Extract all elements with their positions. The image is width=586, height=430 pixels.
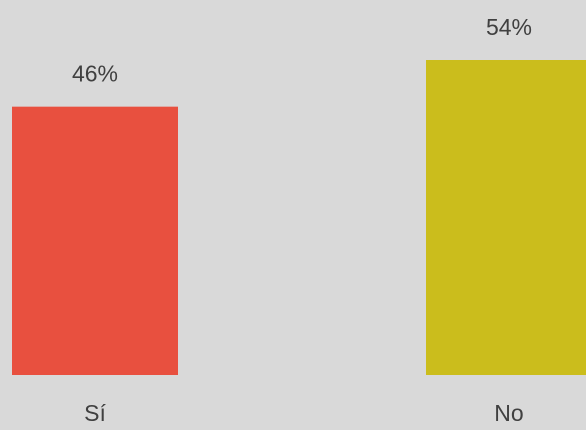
x-tick-label: No xyxy=(494,400,523,426)
bar xyxy=(12,106,178,376)
bar xyxy=(426,60,586,375)
value-label: 54% xyxy=(486,14,532,40)
value-label: 46% xyxy=(72,61,118,87)
x-tick-label: Sí xyxy=(84,400,106,426)
